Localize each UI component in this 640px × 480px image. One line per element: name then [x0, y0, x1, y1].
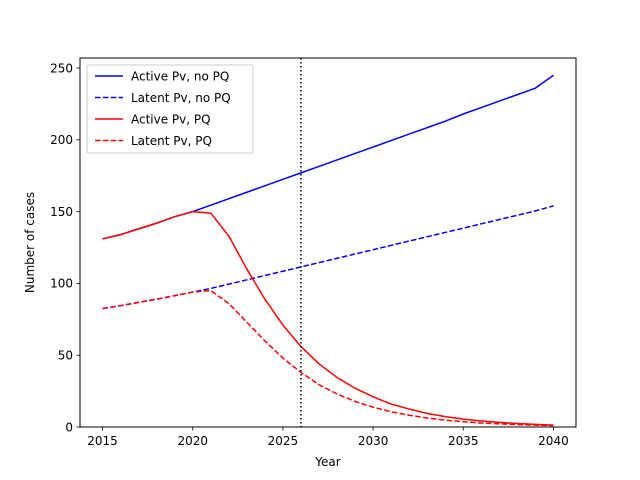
x-tick-label: 2025 [268, 434, 299, 448]
legend: Active Pv, no PQ Latent Pv, no PQ Active P… [86, 64, 254, 154]
legend-box [86, 64, 254, 154]
series-line-3 [102, 210, 554, 426]
legend-item: Latent Pv, PQ [95, 134, 212, 148]
y-tick-label: 200 [50, 133, 73, 147]
legend-item: Active Pv, PQ [95, 112, 211, 126]
x-tick-label: 2030 [358, 434, 389, 448]
legend-label: Latent Pv, PQ [131, 134, 212, 148]
y-tick-label: 250 [50, 61, 73, 75]
legend-item: Active Pv, no PQ [95, 69, 229, 83]
x-tick-label: 2035 [448, 434, 479, 448]
y-tick-label: 100 [50, 277, 73, 291]
x-tick-label: 2015 [87, 434, 118, 448]
legend-label: Latent Pv, no PQ [131, 91, 231, 105]
series-line-4 [102, 289, 554, 427]
axis-ticks: 2015 2020 2025 2030 2035 2040 0 50 100 150 200 250 [50, 61, 569, 448]
y-tick-label: 150 [50, 205, 73, 219]
plot-area [102, 58, 554, 427]
x-tick-label: 2040 [538, 434, 569, 448]
x-tick-label: 2020 [177, 434, 208, 448]
axes-frame [79, 57, 577, 428]
y-tick-label: 0 [65, 420, 73, 434]
legend-item: Latent Pv, no PQ [95, 91, 231, 105]
legend-label: Active Pv, PQ [131, 112, 211, 126]
y-axis-label: Number of cases [23, 192, 37, 293]
y-tick-label: 50 [58, 349, 73, 363]
legend-label: Active Pv, no PQ [131, 69, 229, 83]
x-axis-label: Year [314, 455, 340, 469]
series-line-2 [102, 205, 554, 310]
